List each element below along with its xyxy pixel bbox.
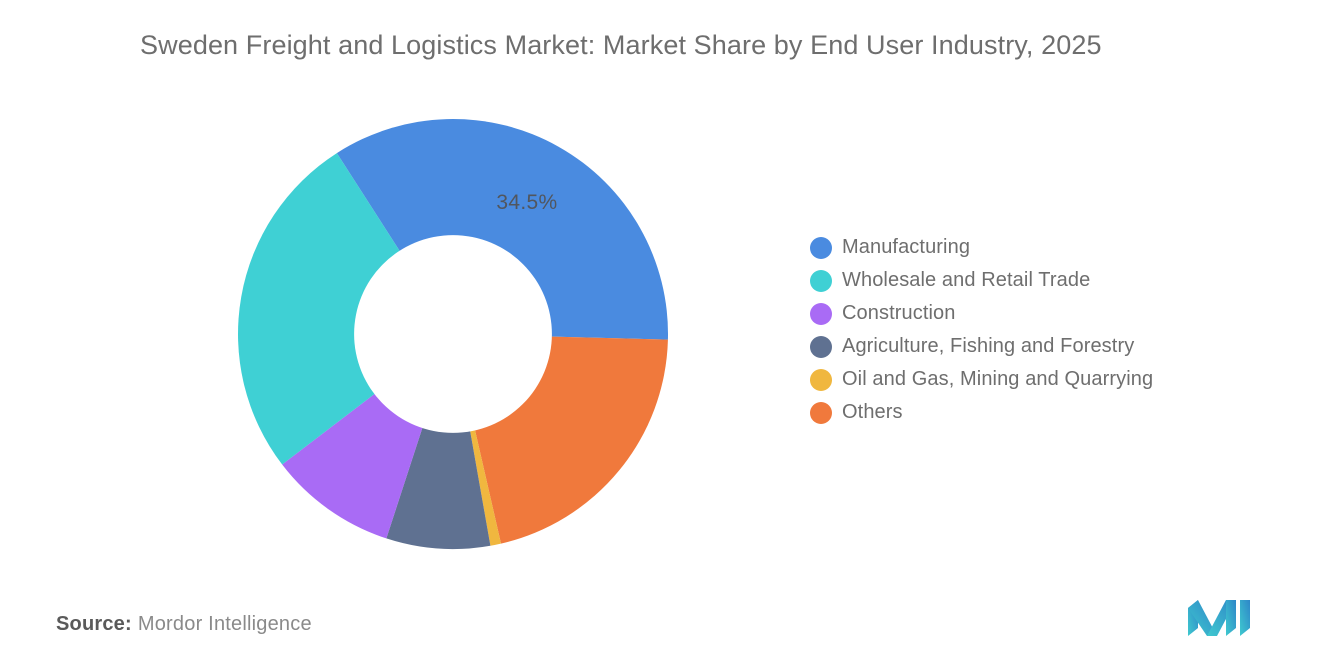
legend-swatch-icon xyxy=(810,302,832,325)
legend-item-label: Oil and Gas, Mining and Quarrying xyxy=(842,368,1154,390)
legend-swatch-icon xyxy=(810,269,832,292)
legend-item-label: Wholesale and Retail Trade xyxy=(842,269,1091,291)
chart-title: Sweden Freight and Logistics Market: Mar… xyxy=(140,30,1102,60)
chart-legend: Manufacturing Wholesale and Retail Trade C… xyxy=(810,231,1270,429)
source-line: Source: Mordor Intelligence xyxy=(56,613,312,636)
donut-slice-data-label: 34.5% xyxy=(496,190,558,214)
donut-slice[interactable] xyxy=(336,119,669,340)
legend-item-label: Others xyxy=(842,401,903,423)
source-value: Mordor Intelligence xyxy=(137,613,312,635)
legend-swatch-icon xyxy=(810,236,832,259)
legend-item[interactable]: Others xyxy=(810,396,1270,429)
legend-swatch-icon xyxy=(810,368,832,391)
donut-center-hole xyxy=(354,235,552,433)
legend-item-label: Agriculture, Fishing and Forestry xyxy=(842,335,1135,357)
legend-item[interactable]: Manufacturing xyxy=(810,231,1270,264)
legend-item[interactable]: Wholesale and Retail Trade xyxy=(810,264,1270,297)
donut-slice[interactable] xyxy=(238,153,453,465)
legend-item-label: Manufacturing xyxy=(842,236,971,258)
donut-chart: 34.5% xyxy=(238,119,669,550)
legend-item-label: Construction xyxy=(842,302,956,324)
donut-chart-svg xyxy=(238,119,669,550)
donut-slice[interactable] xyxy=(386,334,491,550)
legend-swatch-icon xyxy=(810,335,832,358)
legend-item[interactable]: Oil and Gas, Mining and Quarrying xyxy=(810,363,1270,396)
mordor-intelligence-logo-icon xyxy=(1186,598,1252,638)
source-label: Source: xyxy=(56,613,132,635)
legend-item[interactable]: Construction xyxy=(810,297,1270,330)
legend-swatch-icon xyxy=(810,401,832,424)
legend-item[interactable]: Agriculture, Fishing and Forestry xyxy=(810,330,1270,363)
